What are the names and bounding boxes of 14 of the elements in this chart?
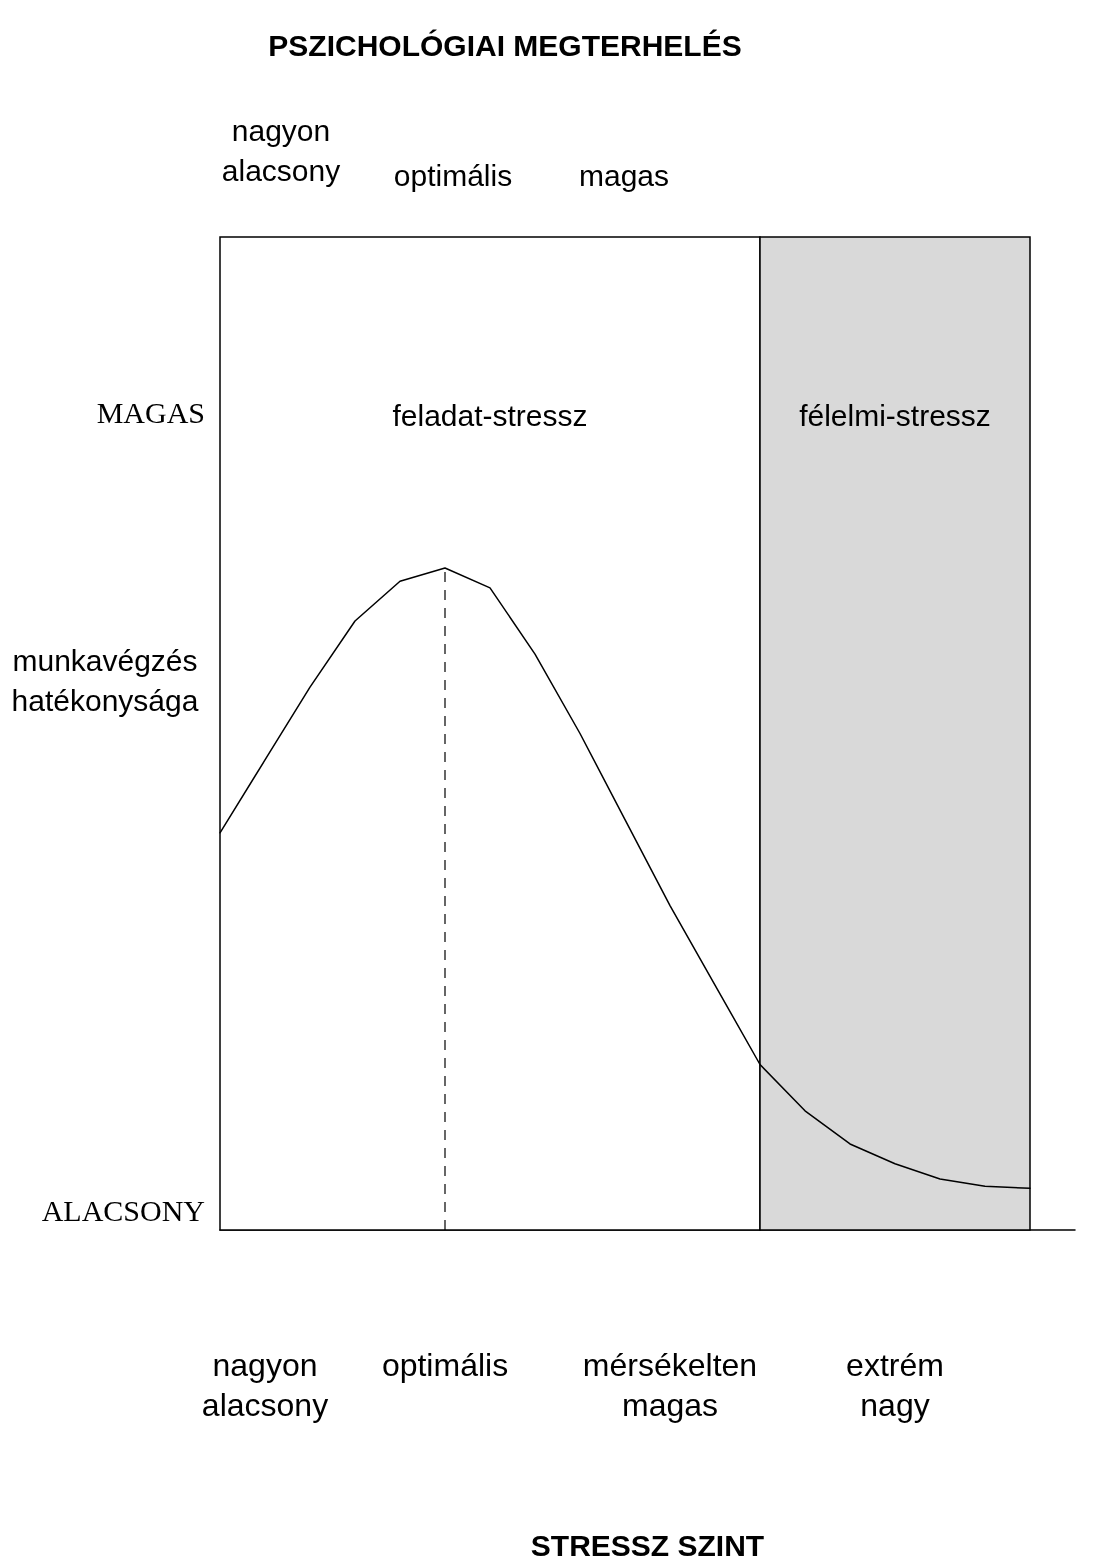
text: nagyon alacsony <box>221 113 341 187</box>
y-axis-title: munkavégzés hatékonysága <box>11 643 199 717</box>
text: ALACSONY <box>41 1193 205 1227</box>
x-tick-label: nagyon alacsony <box>201 1347 329 1423</box>
x-tick-label: optimális <box>381 1347 509 1383</box>
text: MAGAS <box>96 395 205 429</box>
text: magas <box>578 158 670 192</box>
text: feladat-stressz <box>392 398 588 432</box>
x-axis-title: STRESSZ SZINT <box>530 1528 765 1562</box>
text: félelmi-stressz <box>799 398 991 432</box>
x2-axis-title: PSZICHOLÓGIAI MEGTERHELÉS <box>268 28 742 62</box>
text: optimális <box>393 158 513 192</box>
x-tick-label: mérsékelten magas <box>582 1347 758 1423</box>
x-tick-label: extrém nagy <box>846 1347 944 1423</box>
